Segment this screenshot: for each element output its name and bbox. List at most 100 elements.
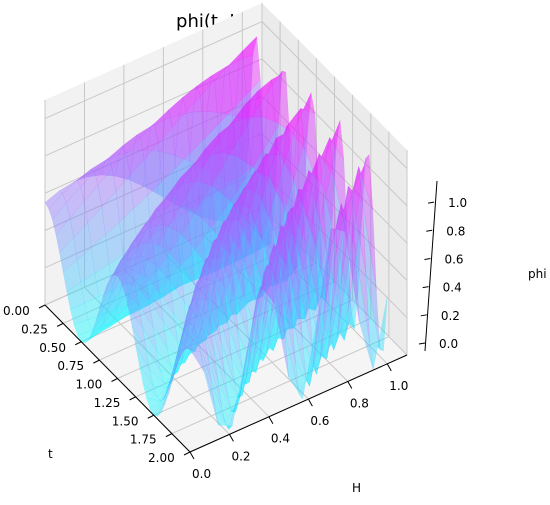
surface-patch [187, 207, 206, 264]
surface-patch [284, 188, 303, 246]
surface-patch [249, 283, 268, 383]
y-tick-mark [307, 398, 313, 407]
surface-patch [340, 288, 359, 341]
surface-patch [210, 322, 229, 398]
surface-patch [155, 264, 175, 315]
surface-patch [258, 138, 277, 213]
surface-patch [304, 213, 323, 320]
surface-patch [223, 194, 242, 277]
surface-patch [246, 79, 265, 170]
surface-patch [351, 154, 370, 247]
surface-patch [239, 90, 258, 138]
surface-patch [221, 59, 240, 117]
surface-patch [99, 269, 118, 309]
surface-patch [171, 111, 191, 169]
surface-patch [227, 377, 247, 413]
surface-patch [190, 148, 209, 169]
surface-patch [141, 208, 160, 231]
x-tick-mark [93, 359, 100, 364]
surface-patch [269, 175, 288, 272]
surface-patch [214, 243, 233, 272]
surface-patch [126, 137, 145, 177]
surface-patch [145, 275, 164, 323]
surface-patch [262, 291, 281, 362]
surface-patch [199, 240, 218, 286]
surface-patch [268, 246, 287, 287]
z-tick-label: 0.8 [446, 224, 465, 238]
surface-patch [302, 338, 321, 378]
surface-patch [213, 280, 232, 359]
surface-patch [215, 266, 235, 331]
surface-patch [178, 325, 198, 360]
surface-patch [214, 403, 233, 430]
surface-patch [229, 106, 248, 126]
surface-patch [255, 281, 274, 373]
surface-patch [273, 264, 292, 351]
surface-patch [264, 70, 283, 149]
surface-patch [261, 137, 281, 169]
surface-patch [257, 278, 276, 298]
surface-patch [212, 228, 232, 257]
surface-patch [157, 151, 176, 203]
surface-patch [109, 306, 128, 328]
x-tick-label: 1.25 [94, 396, 121, 410]
surface-patch [98, 290, 117, 315]
surface-patch [90, 157, 109, 173]
surface-patch [286, 107, 305, 149]
surface-patch [156, 349, 175, 375]
surface-patch [200, 256, 219, 278]
surface-patch [136, 236, 156, 279]
surface-patch [248, 207, 267, 296]
surface-patch [220, 203, 239, 233]
surface-patch [195, 241, 214, 311]
surface-patch [224, 379, 243, 430]
surface-patch [330, 186, 349, 323]
surface-patch [80, 332, 100, 344]
surface-patch [245, 273, 264, 378]
surface-patch [265, 153, 284, 207]
surface-patch [133, 194, 152, 247]
surface-patch [234, 203, 253, 250]
surface-mesh [44, 35, 388, 430]
surface-patch [287, 198, 306, 243]
surface-patch [218, 122, 237, 157]
z-tick-label: 0.4 [443, 281, 462, 295]
surface-patch [255, 299, 274, 352]
surface-patch [293, 180, 312, 288]
surface-patch [131, 269, 150, 301]
surface-patch [101, 309, 121, 326]
surface-patch [300, 279, 319, 320]
surface-patch [101, 191, 120, 236]
surface-patch [113, 259, 132, 277]
surface-patch [283, 206, 302, 306]
surface-patch [362, 201, 381, 350]
surface-patch [219, 280, 238, 316]
surface-patch [319, 217, 338, 360]
surface-patch [238, 297, 257, 401]
surface-patch [253, 79, 273, 115]
surface-patch [123, 230, 142, 273]
surface-patch [246, 116, 266, 180]
surface-patch [256, 274, 275, 305]
surface-patch [182, 85, 201, 113]
surface-patch [159, 204, 178, 232]
surface-patch [211, 125, 230, 186]
surface-patch [108, 254, 127, 291]
surface-patch [171, 155, 190, 211]
x-axis-label: t [48, 447, 53, 461]
grid-lines [44, 3, 408, 453]
surface-patch [166, 347, 186, 367]
y-tick-label: 0.0 [192, 467, 211, 481]
surface-patch [105, 317, 124, 328]
surface-patch [252, 254, 271, 363]
surface-patch [272, 126, 291, 164]
surface-patch [169, 183, 188, 208]
grid-line-z [44, 95, 408, 244]
surface-patch [153, 383, 172, 398]
surface-patch [230, 255, 249, 341]
surface-patch [201, 133, 220, 171]
surface-patch [249, 264, 268, 351]
surface-patch [325, 120, 344, 160]
y-tick-label: 0.6 [310, 414, 329, 428]
surface-patch [227, 229, 246, 299]
